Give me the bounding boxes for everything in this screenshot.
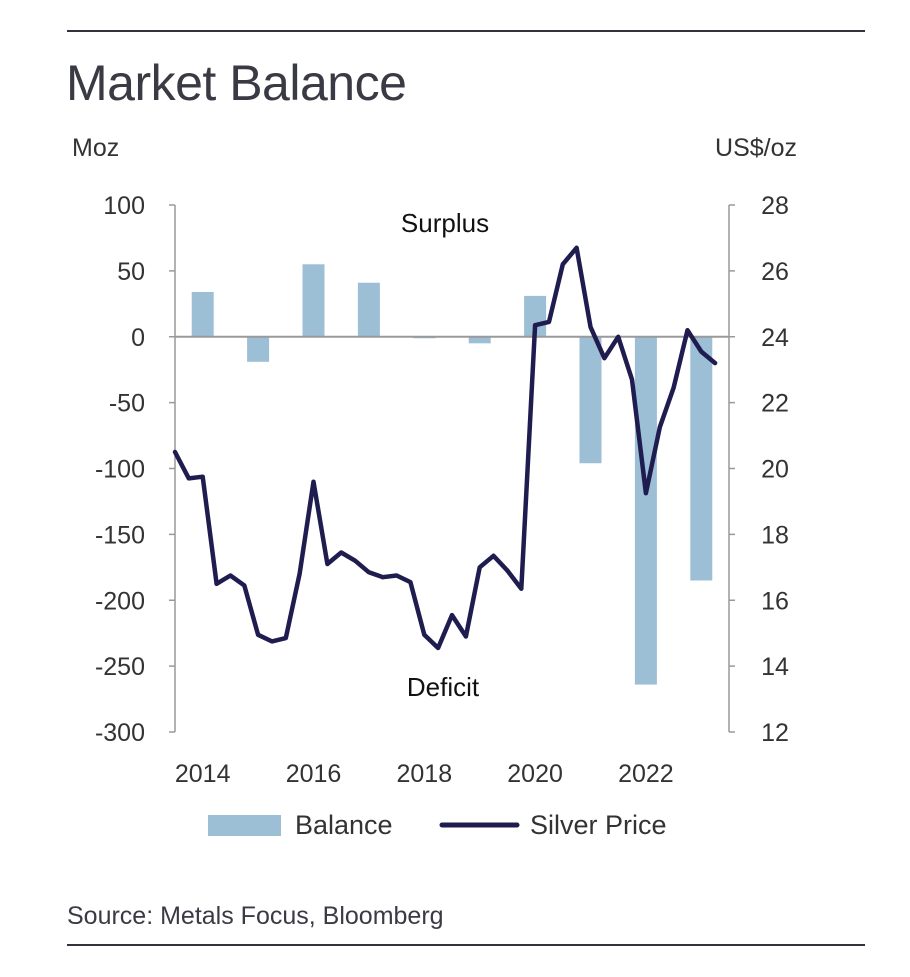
right-tick-label: 18: [761, 521, 789, 549]
right-tick-label: 20: [761, 456, 789, 484]
right-tick-label: 28: [761, 192, 789, 220]
legend-balance-label: Balance: [295, 810, 393, 840]
legend-silver-label: Silver Price: [530, 810, 667, 840]
left-tick-label: -200: [95, 587, 145, 615]
right-tick-label: 12: [761, 719, 789, 747]
chart-title: Market Balance: [66, 55, 407, 111]
source-note: Source: Metals Focus, Bloomberg: [67, 902, 444, 930]
right-tick-label: 16: [761, 587, 789, 615]
bottom-rule: [67, 944, 865, 946]
left-tick-label: -300: [95, 719, 145, 747]
top-rule: [67, 30, 865, 32]
left-tick-label: -50: [109, 390, 145, 418]
x-tick-label: 2022: [618, 760, 674, 788]
legend: Balance Silver Price: [208, 810, 667, 840]
right-tick-label: 26: [761, 258, 789, 286]
left-axis-unit: Moz: [72, 134, 119, 162]
balance-bar-2017: [357, 282, 380, 337]
balance-bar-2022: [634, 336, 657, 685]
balance-bar-2016: [302, 264, 325, 337]
left-tick-label: 50: [117, 258, 145, 286]
x-tick-label: 2014: [175, 760, 231, 788]
balance-bar-2020: [524, 295, 547, 337]
legend-balance-swatch: [208, 815, 281, 836]
right-tick-label: 24: [761, 324, 789, 352]
deficit-annotation: Deficit: [407, 672, 480, 702]
balance-bar-2021: [579, 336, 602, 464]
right-tick-label: 14: [761, 653, 789, 681]
right-axis-unit: US$/oz: [715, 134, 797, 162]
left-tick-label: -100: [95, 456, 145, 484]
surplus-annotation: Surplus: [401, 208, 489, 238]
line-layer: [172, 245, 718, 651]
right-tick-label: 22: [761, 390, 789, 418]
left-tick-label: -250: [95, 653, 145, 681]
balance-bar-2014: [191, 291, 214, 337]
silver-price-line: [172, 245, 718, 651]
left-tick-label: 0: [131, 324, 145, 352]
chart-plot: Moz US$/oz 100 50 0 -50 -100 -150 -200 -250 -300…: [72, 134, 797, 840]
left-tick-label: -150: [95, 521, 145, 549]
x-tick-label: 2016: [286, 760, 342, 788]
balance-bar-2019: [468, 336, 491, 344]
balance-bar-2023: [690, 336, 713, 581]
bars-layer: [191, 264, 713, 685]
x-tick-label: 2018: [396, 760, 452, 788]
balance-bar-2015: [247, 336, 270, 362]
x-tick-label: 2020: [507, 760, 563, 788]
left-tick-label: 100: [103, 192, 145, 220]
axes-layer: 100500-50-100-150-200-250-30028262422201…: [95, 192, 789, 788]
